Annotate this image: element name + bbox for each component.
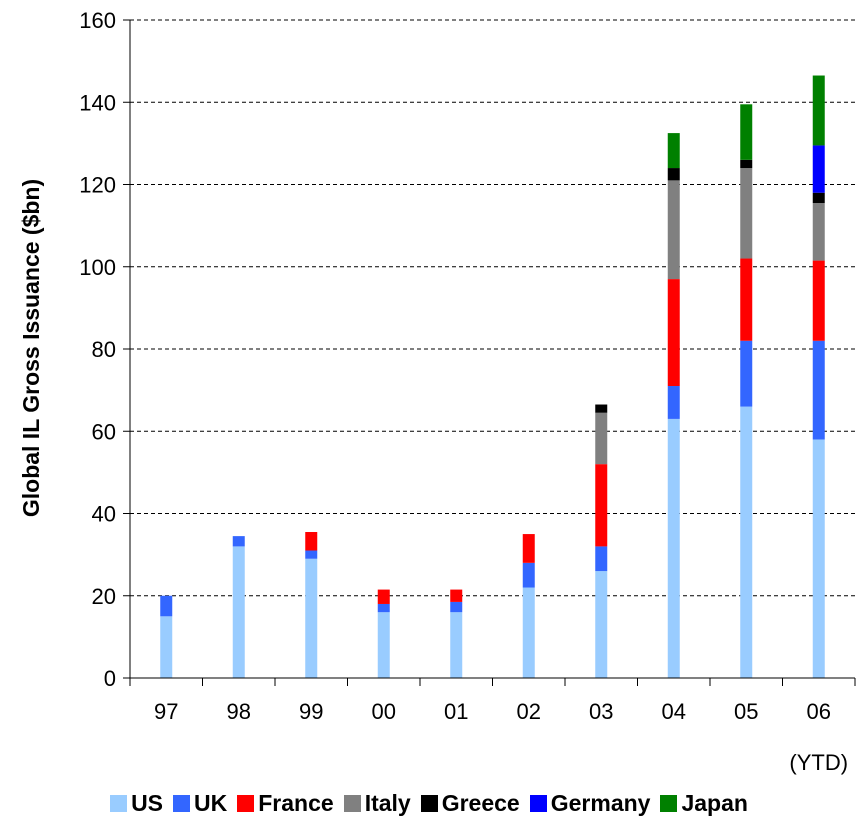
legend-label: Greece bbox=[441, 789, 520, 816]
bar-segment-us bbox=[377, 612, 390, 678]
y-tick-label: 40 bbox=[92, 502, 116, 527]
bar-segment-france bbox=[450, 589, 463, 602]
bar-segment-us bbox=[305, 558, 318, 678]
x-tick-label: 01 bbox=[444, 699, 468, 724]
bar-segment-us bbox=[740, 406, 753, 678]
chart: 0 20 40 60 80 100 120 140 160 97 98 99 00 01 02 03 04 05… bbox=[18, 8, 856, 775]
bars bbox=[160, 75, 825, 678]
y-tick-label: 160 bbox=[79, 8, 116, 33]
bar-segment-france bbox=[812, 260, 825, 341]
bar-segment-uk bbox=[377, 603, 390, 613]
bar-segment-uk bbox=[740, 340, 753, 407]
legend-label: Japan bbox=[681, 789, 748, 816]
x-tick-label: 00 bbox=[372, 699, 396, 724]
x-tick-label: 02 bbox=[517, 699, 541, 724]
bar-segment-uk bbox=[812, 340, 825, 440]
bar-segment-us bbox=[595, 571, 608, 678]
bar-segment-italy bbox=[812, 203, 825, 261]
legend-label: UK bbox=[194, 789, 228, 816]
legend-item: France bbox=[237, 789, 334, 817]
bar-segment-us bbox=[160, 616, 173, 678]
legend-swatch bbox=[110, 794, 128, 812]
x-tick-label: 04 bbox=[662, 699, 686, 724]
bar-segment-japan bbox=[740, 104, 753, 160]
y-tick-label: 60 bbox=[92, 419, 116, 444]
legend-swatch bbox=[420, 794, 438, 812]
legend-label: France bbox=[258, 789, 334, 816]
bar-segment-uk bbox=[522, 562, 535, 588]
y-tick-labels: 0 20 40 60 80 100 120 140 160 bbox=[79, 8, 116, 691]
gridlines bbox=[130, 19, 855, 597]
bar-segment-us bbox=[812, 439, 825, 678]
y-tick-label: 20 bbox=[92, 584, 116, 609]
bar-segment-us bbox=[450, 612, 463, 678]
x-tick-label: 03 bbox=[589, 699, 613, 724]
bar-segment-italy bbox=[595, 412, 608, 465]
x-tick-labels: 97 98 99 00 01 02 03 04 05 06 (YTD) bbox=[154, 699, 848, 775]
bar-segment-uk bbox=[305, 550, 318, 559]
legend-swatch bbox=[529, 794, 547, 812]
legend-label: Germany bbox=[550, 789, 651, 816]
legend-item: Germany bbox=[529, 789, 651, 817]
bar-segment-germany bbox=[812, 145, 825, 193]
bar-segment-uk bbox=[667, 386, 680, 419]
legend-item: Greece bbox=[420, 789, 520, 817]
bar-segment-greece bbox=[595, 404, 608, 413]
y-axis-label: Global IL Gross Issuance ($bn) bbox=[18, 179, 44, 517]
bar-segment-uk bbox=[450, 601, 463, 613]
legend-item: US bbox=[110, 790, 163, 817]
bar-segment-us bbox=[522, 587, 535, 678]
bar-segment-japan bbox=[667, 133, 680, 169]
legend-swatch bbox=[237, 794, 255, 812]
bar-segment-greece bbox=[740, 159, 753, 169]
legend-label: Italy bbox=[364, 789, 411, 816]
y-tick-label: 100 bbox=[79, 255, 116, 280]
bar-segment-france bbox=[377, 589, 390, 604]
x-tick-label: 98 bbox=[227, 699, 251, 724]
bar-segment-uk bbox=[160, 595, 173, 617]
axes bbox=[123, 19, 856, 686]
legend-label: US bbox=[131, 789, 164, 816]
bar-segment-france bbox=[740, 258, 753, 341]
bar-segment-france bbox=[305, 532, 318, 551]
legend-swatch bbox=[660, 794, 678, 812]
bar-segment-japan bbox=[812, 75, 825, 146]
x-tick-label: 99 bbox=[299, 699, 323, 724]
legend-item: Japan bbox=[660, 789, 748, 817]
x-tick-label: 06 bbox=[807, 699, 831, 724]
legend-swatch bbox=[173, 794, 191, 812]
x-tick-sublabel: (YTD) bbox=[789, 750, 848, 775]
bar-segment-greece bbox=[667, 168, 680, 181]
y-tick-label: 0 bbox=[104, 666, 116, 691]
x-tick-label: 97 bbox=[154, 699, 178, 724]
bar-segment-uk bbox=[232, 536, 245, 547]
legend-swatch bbox=[343, 794, 361, 812]
bar-segment-france bbox=[667, 279, 680, 387]
bar-segment-us bbox=[667, 418, 680, 678]
bar-segment-us bbox=[232, 546, 245, 678]
bar-segment-uk bbox=[595, 546, 608, 572]
y-tick-label: 80 bbox=[92, 337, 116, 362]
bar-segment-greece bbox=[812, 192, 825, 204]
bar-segment-italy bbox=[740, 168, 753, 259]
x-tick-label: 05 bbox=[734, 699, 758, 724]
legend-item: UK bbox=[173, 790, 227, 817]
bar-segment-italy bbox=[667, 180, 680, 280]
y-tick-label: 120 bbox=[79, 173, 116, 198]
bar-segment-france bbox=[522, 534, 535, 563]
bar-segment-france bbox=[595, 464, 608, 547]
y-tick-label: 140 bbox=[79, 90, 116, 115]
legend: US UK France Italy Greece Germany Japan bbox=[0, 786, 858, 820]
legend-item: Italy bbox=[343, 789, 411, 817]
